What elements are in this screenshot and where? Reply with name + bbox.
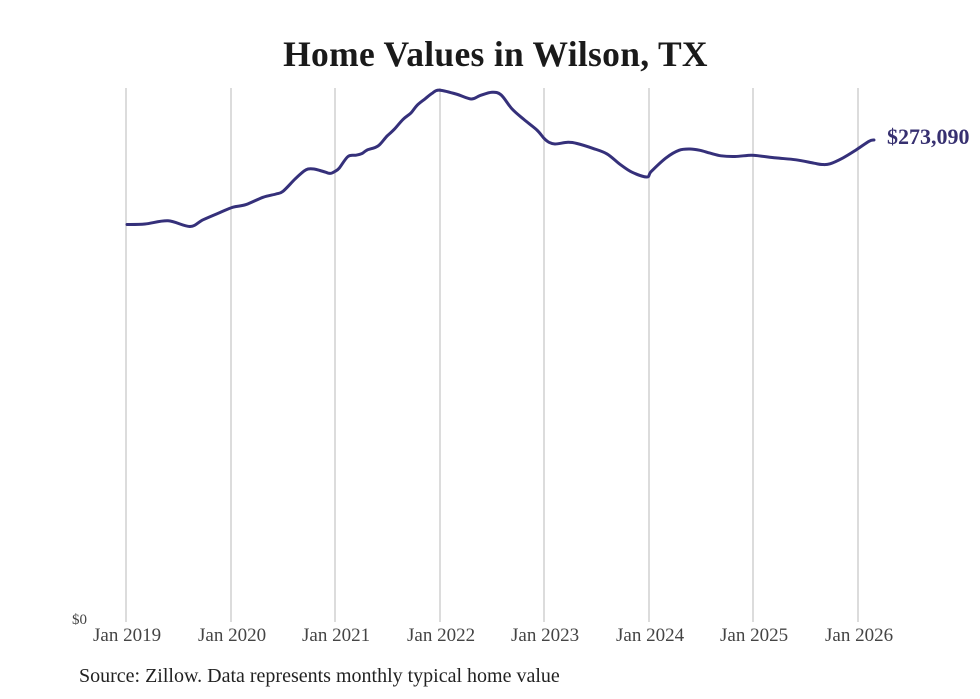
- svg-text:Jan 2024: Jan 2024: [616, 625, 685, 646]
- svg-text:Jan 2020: Jan 2020: [198, 625, 266, 646]
- svg-text:Jan 2023: Jan 2023: [511, 625, 579, 646]
- svg-text:Jan 2025: Jan 2025: [720, 625, 788, 646]
- svg-text:Jan 2026: Jan 2026: [825, 625, 893, 646]
- svg-text:Jan 2022: Jan 2022: [407, 625, 475, 646]
- svg-text:Jan 2019: Jan 2019: [93, 625, 161, 646]
- svg-text:$273,090: $273,090: [887, 124, 970, 149]
- svg-text:Jan 2021: Jan 2021: [302, 625, 370, 646]
- svg-text:$0: $0: [72, 612, 87, 628]
